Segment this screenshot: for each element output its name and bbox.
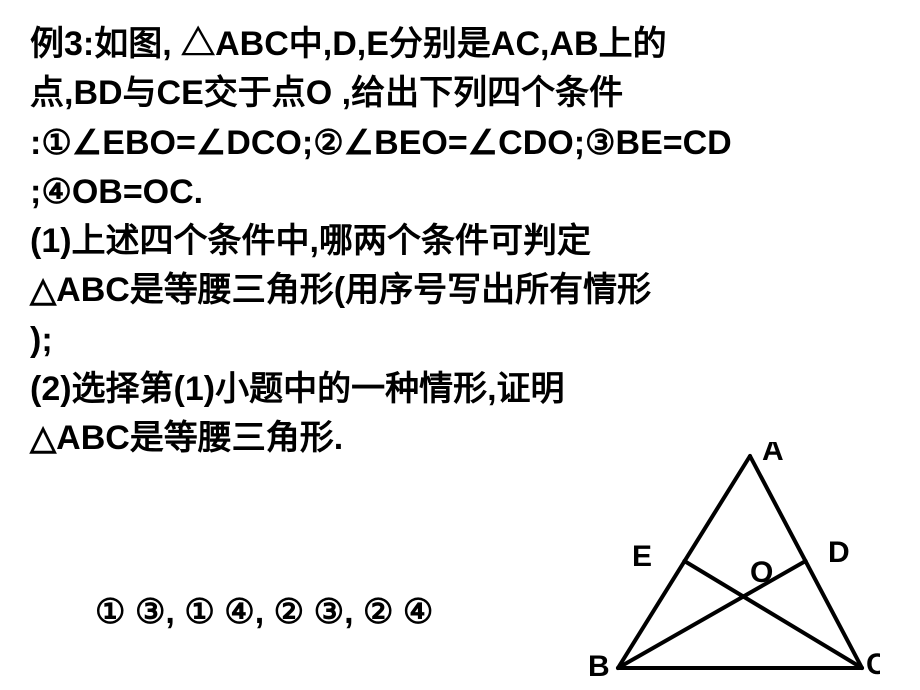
triangle-figure: A B C D E O [560,442,880,682]
svg-text:E: E [632,540,652,573]
ans-3b: ③ [314,588,344,637]
colon: : [30,124,41,162]
ans-4a: ② [363,588,393,637]
sep3: , [344,593,353,631]
ans-1b: ③ [135,588,165,637]
line-4: ;④OB=OC. [30,168,890,217]
ans-2a: ① [184,588,214,637]
svg-text:B: B [588,650,610,682]
q2-line-1: (2)选择第(1)小题中的一种情形,证明 [30,365,890,414]
ans-4b: ④ [403,588,433,637]
semicolon: ; [30,173,41,211]
q1-line-1: (1)上述四个条件中,哪两个条件可判定 [30,217,890,266]
ans-1a: ① [95,588,125,637]
triangle-svg: A B C D E O [560,442,880,682]
svg-text:D: D [828,536,850,569]
line-1: 例3:如图, △ABC中,D,E分别是AC,AB上的 [30,20,890,69]
line-2: 点,BD与CE交于点O ,给出下列四个条件 [30,69,890,118]
circled-4: ④ [41,168,71,217]
ans-2b: ④ [224,588,254,637]
svg-text:C: C [866,648,880,681]
cond-2: ∠BEO=∠CDO; [344,124,585,162]
cond-3: BE=CD [616,124,732,162]
answer-line: ① ③, ① ④, ② ③, ② ④ [95,588,433,637]
sep2: , [255,593,264,631]
cond-4: OB=OC. [72,173,203,211]
circled-2: ② [313,119,343,168]
circled-3: ③ [585,119,615,168]
svg-text:A: A [762,442,784,467]
line-3: :①∠EBO=∠DCO;②∠BEO=∠CDO;③BE=CD [30,119,890,168]
sep1: , [165,593,174,631]
cond-1: ∠EBO=∠DCO; [72,124,313,162]
svg-text:O: O [750,556,773,589]
circled-1: ① [41,119,71,168]
q1-line-2: △ABC是等腰三角形(用序号写出所有情形 [30,266,890,315]
problem-text-block: 例3:如图, △ABC中,D,E分别是AC,AB上的 点,BD与CE交于点O ,… [30,20,890,464]
ans-3a: ② [274,588,304,637]
q1-line-3: ); [30,316,890,365]
